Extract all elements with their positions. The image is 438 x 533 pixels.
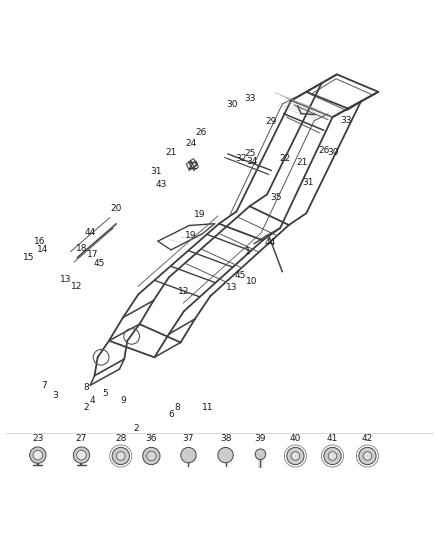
Text: 30: 30 — [226, 100, 238, 109]
Text: 36: 36 — [145, 434, 157, 443]
Circle shape — [77, 450, 86, 460]
Text: 44: 44 — [265, 238, 276, 247]
Circle shape — [359, 447, 376, 465]
Circle shape — [255, 449, 266, 459]
Text: 13: 13 — [226, 283, 238, 292]
Text: 38: 38 — [220, 434, 231, 443]
Text: 19: 19 — [194, 211, 205, 220]
Text: 27: 27 — [76, 434, 87, 443]
Text: 45: 45 — [93, 259, 105, 268]
Text: 33: 33 — [340, 116, 351, 125]
Text: 37: 37 — [183, 434, 194, 443]
Circle shape — [218, 447, 233, 463]
Text: 6: 6 — [168, 409, 174, 418]
Text: 33: 33 — [244, 94, 255, 103]
Circle shape — [112, 447, 129, 465]
Circle shape — [117, 451, 125, 461]
Circle shape — [287, 447, 304, 465]
Circle shape — [33, 450, 42, 460]
Text: 15: 15 — [23, 253, 35, 262]
Text: 24: 24 — [185, 139, 196, 148]
Text: 8: 8 — [175, 402, 180, 411]
Text: 19: 19 — [185, 231, 196, 239]
Circle shape — [30, 447, 46, 463]
Text: 22: 22 — [279, 154, 290, 163]
Text: 45: 45 — [234, 271, 246, 280]
Text: 34: 34 — [246, 157, 258, 166]
Text: 44: 44 — [85, 228, 96, 237]
Circle shape — [143, 447, 160, 465]
Circle shape — [291, 451, 300, 461]
Text: 13: 13 — [60, 275, 72, 284]
Text: 2: 2 — [83, 402, 88, 411]
Text: 12: 12 — [178, 287, 190, 296]
Text: 9: 9 — [120, 397, 126, 406]
Text: 31: 31 — [150, 167, 162, 176]
Text: 40: 40 — [290, 434, 301, 443]
Circle shape — [363, 451, 372, 461]
Text: 18: 18 — [76, 244, 87, 253]
Text: 23: 23 — [32, 434, 43, 443]
Text: 26: 26 — [318, 146, 329, 155]
Circle shape — [147, 451, 156, 461]
Text: 42: 42 — [362, 434, 373, 443]
Text: 21: 21 — [296, 158, 307, 167]
Text: 16: 16 — [34, 237, 46, 246]
Text: 21: 21 — [165, 148, 177, 157]
Text: 7: 7 — [42, 381, 47, 390]
Circle shape — [328, 451, 337, 461]
Text: 43: 43 — [155, 180, 167, 189]
Text: 5: 5 — [102, 390, 108, 399]
Text: 4: 4 — [89, 397, 95, 406]
Text: 1: 1 — [244, 247, 250, 256]
Text: 35: 35 — [270, 193, 282, 202]
Text: 26: 26 — [196, 127, 207, 136]
Text: 32: 32 — [235, 154, 247, 163]
Text: 12: 12 — [71, 281, 83, 290]
Text: 22: 22 — [187, 161, 198, 171]
Text: 11: 11 — [202, 402, 214, 411]
Text: 2: 2 — [133, 424, 139, 433]
Text: 20: 20 — [111, 204, 122, 213]
Text: 8: 8 — [83, 383, 89, 392]
Circle shape — [73, 447, 90, 463]
Circle shape — [181, 447, 196, 463]
Text: 10: 10 — [246, 277, 258, 286]
Text: 30: 30 — [328, 148, 339, 157]
Text: 28: 28 — [115, 434, 127, 443]
Text: 39: 39 — [255, 434, 266, 443]
Text: 25: 25 — [244, 149, 255, 158]
Text: 14: 14 — [36, 245, 48, 254]
Text: 41: 41 — [327, 434, 338, 443]
Text: 17: 17 — [87, 250, 98, 259]
Text: 29: 29 — [266, 117, 277, 126]
Text: 3: 3 — [53, 391, 58, 400]
Text: 31: 31 — [303, 178, 314, 187]
Circle shape — [324, 447, 341, 465]
